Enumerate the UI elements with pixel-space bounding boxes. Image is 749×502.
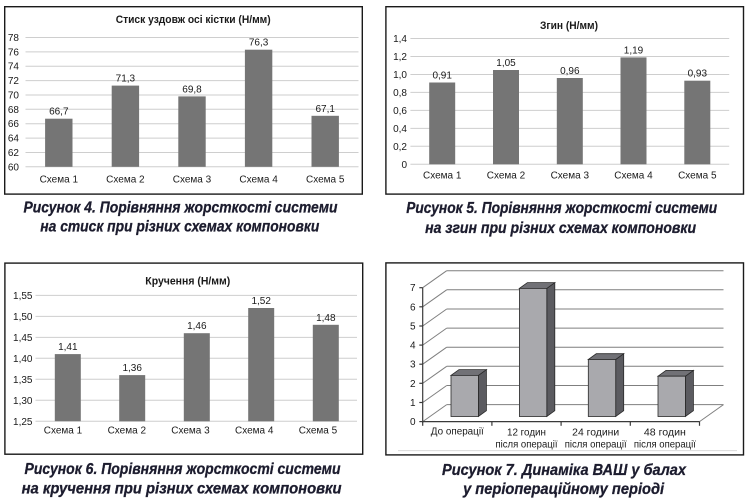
svg-text:70: 70 — [8, 91, 20, 102]
svg-text:6: 6 — [410, 302, 416, 313]
svg-text:Стиск уздовж осі кістки (Н/мм): Стиск уздовж осі кістки (Н/мм) — [116, 14, 271, 26]
svg-text:Рисунок 6. Порівняння жорсткос: Рисунок 6. Порівняння жорсткості системи — [25, 461, 341, 478]
svg-text:48 годин: 48 годин — [644, 427, 686, 438]
svg-text:0,6: 0,6 — [393, 106, 407, 117]
svg-text:1,41: 1,41 — [58, 342, 78, 353]
svg-text:69,8: 69,8 — [182, 84, 202, 95]
svg-text:Схема 2: Схема 2 — [108, 426, 147, 437]
svg-text:2: 2 — [410, 379, 416, 390]
svg-text:68: 68 — [8, 105, 20, 116]
svg-text:0,8: 0,8 — [393, 88, 407, 99]
svg-text:1,2: 1,2 — [393, 52, 407, 63]
svg-text:1,50: 1,50 — [13, 312, 33, 323]
svg-text:64: 64 — [8, 134, 20, 145]
svg-text:Схема 3: Схема 3 — [551, 171, 590, 182]
svg-text:24 години: 24 години — [572, 427, 619, 438]
svg-text:71,3: 71,3 — [116, 74, 136, 85]
svg-text:Згин (Н/мм): Згин (Н/мм) — [540, 20, 598, 32]
svg-text:76,3: 76,3 — [249, 38, 269, 49]
svg-text:Схема 4: Схема 4 — [239, 174, 278, 185]
svg-text:Схема 1: Схема 1 — [423, 171, 462, 182]
svg-text:1,55: 1,55 — [13, 291, 33, 302]
svg-text:Схема 1: Схема 1 — [44, 426, 83, 437]
svg-text:1,52: 1,52 — [251, 296, 271, 307]
svg-text:12 годин: 12 годин — [507, 427, 546, 438]
svg-text:1,48: 1,48 — [316, 313, 336, 324]
svg-text:1,4: 1,4 — [393, 34, 407, 45]
svg-text:1,19: 1,19 — [624, 45, 644, 56]
svg-text:на стиск при різних схемах ком: на стиск при різних схемах компоновки — [40, 219, 319, 236]
svg-text:Схема 4: Схема 4 — [614, 171, 653, 182]
svg-text:60: 60 — [8, 162, 20, 173]
svg-text:Рисунок 5. Порівняння жорсткос: Рисунок 5. Порівняння жорсткості системи — [406, 200, 717, 217]
svg-text:7: 7 — [410, 283, 416, 294]
svg-text:До операції: До операції — [431, 427, 484, 438]
svg-text:1,45: 1,45 — [13, 333, 33, 344]
svg-text:Схема 4: Схема 4 — [235, 426, 274, 437]
svg-text:після операції: після операції — [634, 439, 696, 450]
svg-text:78: 78 — [8, 33, 20, 44]
svg-text:74: 74 — [8, 62, 20, 73]
svg-text:після операції: після операції — [565, 439, 627, 450]
svg-text:Схема 5: Схема 5 — [299, 426, 338, 437]
svg-text:Схема 3: Схема 3 — [173, 174, 212, 185]
svg-text:1,25: 1,25 — [13, 417, 33, 428]
svg-text:Схема 1: Схема 1 — [40, 174, 79, 185]
svg-text:3: 3 — [410, 360, 416, 371]
svg-text:0: 0 — [401, 160, 407, 171]
svg-text:66: 66 — [8, 119, 20, 130]
svg-text:0,93: 0,93 — [688, 69, 708, 80]
svg-text:після операції: після операції — [496, 439, 558, 450]
svg-text:67,1: 67,1 — [315, 104, 335, 115]
svg-text:у періопераційному періоді: у періопераційному періоді — [462, 481, 664, 498]
svg-text:0,2: 0,2 — [393, 142, 407, 153]
svg-text:на кручення при різних схемах: на кручення при різних схемах компоновки — [22, 481, 342, 498]
svg-text:4: 4 — [410, 341, 416, 352]
svg-text:62: 62 — [8, 148, 20, 159]
svg-text:1,05: 1,05 — [496, 58, 516, 69]
svg-text:Рисунок 4. Порівняння жорсткос: Рисунок 4. Порівняння жорсткості системи — [24, 200, 338, 217]
svg-text:Схема 2: Схема 2 — [487, 171, 526, 182]
svg-text:0,96: 0,96 — [560, 66, 580, 77]
svg-text:Схема 5: Схема 5 — [306, 174, 345, 185]
svg-text:1: 1 — [410, 398, 416, 409]
svg-text:на згин при різних схемах комп: на згин при різних схемах компоновки — [425, 220, 696, 237]
svg-text:1,35: 1,35 — [13, 375, 33, 386]
svg-text:0,4: 0,4 — [393, 124, 407, 135]
svg-text:Кручення (Н/мм): Кручення (Н/мм) — [145, 275, 230, 287]
svg-text:Рисунок 7. Динаміка ВАШ у бала: Рисунок 7. Динаміка ВАШ у балах — [442, 462, 687, 479]
svg-text:1,30: 1,30 — [13, 396, 33, 407]
svg-text:72: 72 — [8, 76, 20, 87]
svg-text:Схема 2: Схема 2 — [106, 174, 145, 185]
svg-text:1,46: 1,46 — [187, 321, 207, 332]
svg-text:1,0: 1,0 — [393, 70, 407, 81]
svg-text:0,91: 0,91 — [432, 71, 452, 82]
svg-text:66,7: 66,7 — [49, 107, 69, 118]
svg-text:Схема 3: Схема 3 — [171, 426, 210, 437]
svg-text:5: 5 — [410, 322, 416, 333]
svg-text:1,36: 1,36 — [122, 363, 142, 374]
svg-text:76: 76 — [8, 47, 20, 58]
svg-text:Схема 5: Схема 5 — [678, 171, 717, 182]
svg-text:1,40: 1,40 — [13, 354, 33, 365]
svg-text:0: 0 — [410, 417, 416, 428]
